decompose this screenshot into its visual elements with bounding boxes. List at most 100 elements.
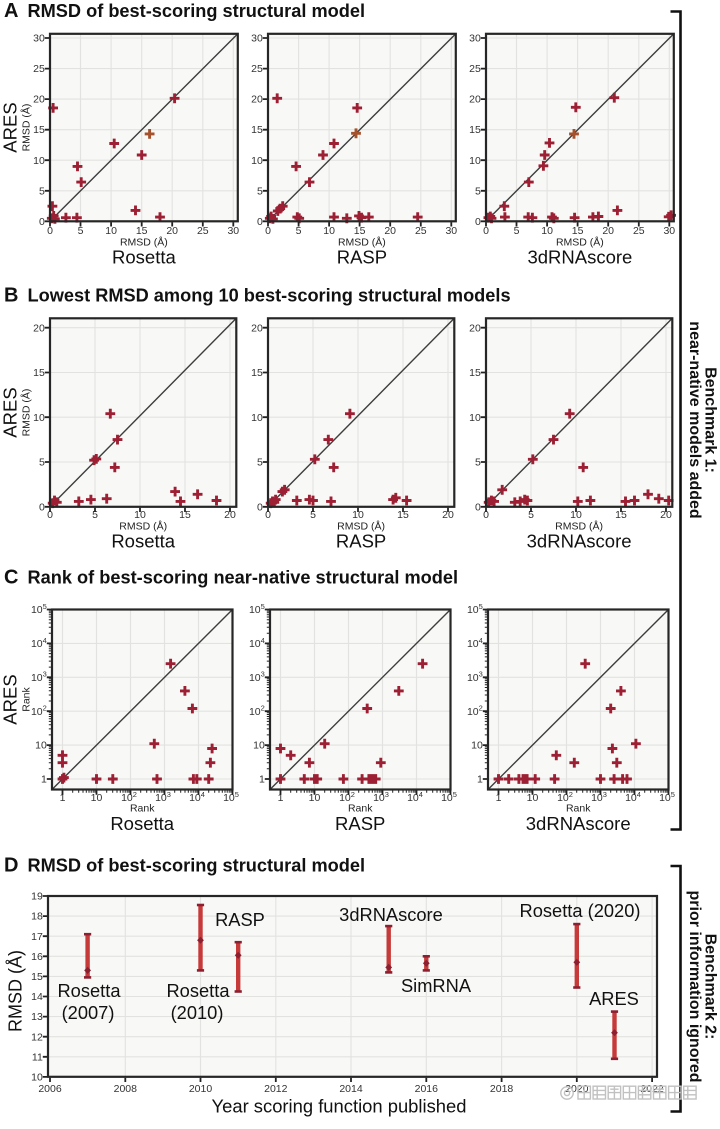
svg-text:10: 10 <box>91 792 103 804</box>
svg-text:prior information ignored: prior information ignored <box>686 891 703 1083</box>
svg-text:RMSD (Å): RMSD (Å) <box>556 236 604 249</box>
svg-text:5: 5 <box>39 457 45 469</box>
svg-text:10: 10 <box>570 509 582 521</box>
svg-text:10: 10 <box>251 412 263 424</box>
svg-text:10: 10 <box>31 1072 43 1084</box>
svg-text:RMSD (Å): RMSD (Å) <box>119 520 167 533</box>
svg-text:Rosetta: Rosetta <box>57 980 121 1001</box>
svg-text:15: 15 <box>354 225 366 237</box>
svg-text:10: 10 <box>253 740 265 752</box>
svg-text:5: 5 <box>39 185 45 197</box>
svg-text:Rosetta (2020): Rosetta (2020) <box>520 900 641 921</box>
svg-text:Rank: Rank <box>566 803 591 815</box>
svg-text:15: 15 <box>615 509 627 521</box>
svg-text:A: A <box>4 0 18 22</box>
svg-text:20: 20 <box>384 225 396 237</box>
svg-text:Rosetta: Rosetta <box>111 531 175 552</box>
svg-text:0: 0 <box>483 225 489 237</box>
svg-text:RMSD (Å): RMSD (Å) <box>555 520 603 533</box>
svg-text:20: 20 <box>660 509 672 521</box>
svg-text:15: 15 <box>179 509 191 521</box>
svg-text:1: 1 <box>259 774 265 786</box>
svg-text:Rank: Rank <box>348 803 373 815</box>
svg-text:0: 0 <box>265 509 271 521</box>
svg-text:2014: 2014 <box>339 1083 363 1095</box>
svg-text:10: 10 <box>541 225 553 237</box>
svg-text:25: 25 <box>33 63 45 75</box>
svg-text:2012: 2012 <box>264 1083 288 1095</box>
svg-text:0: 0 <box>483 509 489 521</box>
svg-text:25: 25 <box>251 63 263 75</box>
svg-text:10: 10 <box>469 412 481 424</box>
svg-text:RMSD (Å): RMSD (Å) <box>6 950 26 1032</box>
svg-text:RMSD (Å): RMSD (Å) <box>20 389 33 437</box>
svg-text:10: 10 <box>33 155 45 167</box>
svg-text:5: 5 <box>310 509 316 521</box>
svg-text:30: 30 <box>445 225 457 237</box>
svg-text:5: 5 <box>257 457 263 469</box>
svg-text:Benchmark 2:: Benchmark 2: <box>701 934 718 1040</box>
svg-text:10: 10 <box>35 740 47 752</box>
svg-text:1: 1 <box>41 774 47 786</box>
svg-text:15: 15 <box>397 509 409 521</box>
svg-text:20: 20 <box>469 322 481 334</box>
svg-text:30: 30 <box>227 225 239 237</box>
svg-text:10: 10 <box>323 225 335 237</box>
svg-text:(2007): (2007) <box>62 1002 115 1023</box>
svg-text:Rank: Rank <box>21 686 33 711</box>
svg-text:0: 0 <box>475 501 481 513</box>
svg-text:0: 0 <box>265 225 271 237</box>
svg-text:RASP: RASP <box>336 531 386 552</box>
svg-text:5: 5 <box>78 225 84 237</box>
svg-text:ARES: ARES <box>0 674 21 724</box>
svg-text:20: 20 <box>33 322 45 334</box>
svg-text:Benchmark 1:: Benchmark 1: <box>701 367 718 473</box>
svg-text:10: 10 <box>105 225 117 237</box>
svg-text:15: 15 <box>33 367 45 379</box>
svg-text:15: 15 <box>251 124 263 136</box>
svg-text:10: 10 <box>469 155 481 167</box>
svg-text:25: 25 <box>415 225 427 237</box>
svg-text:10: 10 <box>134 509 146 521</box>
svg-text:RMSD of best-scoring structura: RMSD of best-scoring structural model <box>28 1 366 21</box>
svg-text:20: 20 <box>602 225 614 237</box>
svg-text:10: 10 <box>251 155 263 167</box>
svg-text:12: 12 <box>31 1031 43 1043</box>
svg-text:B: B <box>4 285 18 307</box>
svg-text:(2010): (2010) <box>171 1002 224 1023</box>
svg-text:1: 1 <box>278 792 284 804</box>
svg-text:0: 0 <box>47 225 53 237</box>
svg-text:Rosetta: Rosetta <box>166 980 230 1001</box>
svg-text:18: 18 <box>31 911 43 923</box>
svg-text:0: 0 <box>47 509 53 521</box>
svg-text:RASP: RASP <box>215 909 265 930</box>
svg-text:5: 5 <box>92 509 98 521</box>
svg-text:20: 20 <box>166 225 178 237</box>
svg-text:5: 5 <box>528 509 534 521</box>
svg-text:Rosetta: Rosetta <box>110 813 174 834</box>
svg-text:RASP: RASP <box>337 247 387 268</box>
svg-text:Rank of best-scoring near-nati: Rank of best-scoring near-native structu… <box>28 568 459 588</box>
svg-text:near-native models added: near-native models added <box>686 321 703 518</box>
svg-text:5: 5 <box>296 225 302 237</box>
svg-text:15: 15 <box>31 971 43 983</box>
svg-text:15: 15 <box>251 367 263 379</box>
svg-text:ARES: ARES <box>0 102 21 152</box>
svg-text:ARES: ARES <box>589 988 639 1009</box>
svg-text:2010: 2010 <box>189 1083 213 1095</box>
svg-text:25: 25 <box>469 63 481 75</box>
svg-text:20: 20 <box>442 509 454 521</box>
svg-text:0: 0 <box>39 501 45 513</box>
svg-text:30: 30 <box>469 33 481 45</box>
svg-text:30: 30 <box>251 33 263 45</box>
svg-text:3dRNAscore: 3dRNAscore <box>527 247 632 268</box>
svg-text:1: 1 <box>477 774 483 786</box>
svg-text:5: 5 <box>475 457 481 469</box>
svg-text:5: 5 <box>257 185 263 197</box>
svg-text:RMSD (Å): RMSD (Å) <box>120 236 168 249</box>
svg-text:D: D <box>4 855 18 877</box>
svg-text:2006: 2006 <box>38 1083 62 1095</box>
svg-text:10: 10 <box>527 792 539 804</box>
svg-text:C: C <box>4 567 18 589</box>
svg-text:30: 30 <box>33 33 45 45</box>
